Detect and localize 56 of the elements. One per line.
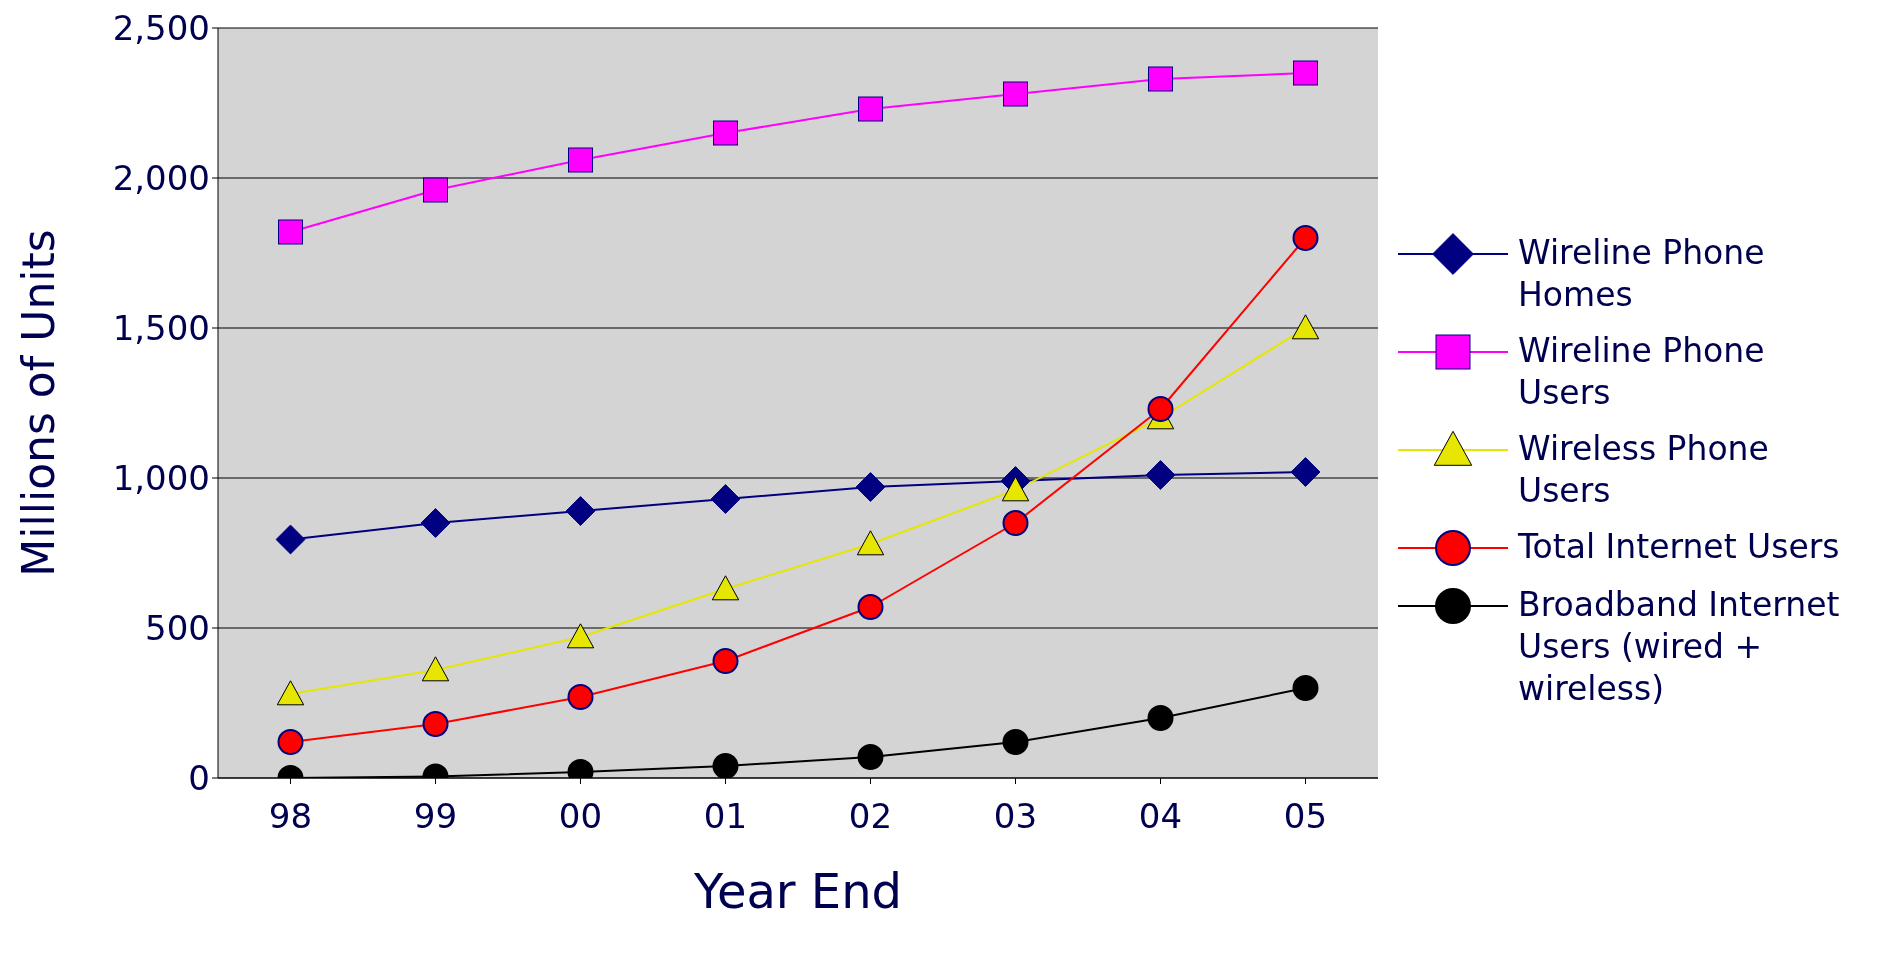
x-tick-label: 04 xyxy=(1138,796,1183,837)
legend-label: Wireline Phone Users xyxy=(1518,330,1766,414)
x-tick-label: 02 xyxy=(848,796,893,837)
point xyxy=(858,96,883,122)
y-tick-label: 0 xyxy=(188,758,210,799)
y-tick-label: 1,500 xyxy=(112,308,210,349)
point xyxy=(712,753,739,778)
point xyxy=(420,508,451,538)
point xyxy=(712,648,739,674)
x-axis-title: Year End xyxy=(692,863,903,919)
y-axis-title: Millions of Units xyxy=(12,229,64,577)
point xyxy=(1002,510,1029,536)
point xyxy=(1147,396,1174,422)
point xyxy=(1291,314,1320,340)
point xyxy=(421,656,450,682)
point xyxy=(1292,225,1319,251)
x-tick-label: 03 xyxy=(993,796,1038,837)
point xyxy=(567,684,594,710)
point xyxy=(1003,81,1028,107)
legend-label: Total Internet Users xyxy=(1518,526,1841,568)
point xyxy=(568,147,593,173)
point xyxy=(1290,457,1321,487)
point xyxy=(711,575,740,601)
point xyxy=(276,680,305,706)
point xyxy=(857,744,884,770)
point xyxy=(277,729,304,755)
point xyxy=(710,484,741,514)
x-tick-label: 00 xyxy=(558,796,603,837)
point xyxy=(275,524,306,555)
point xyxy=(566,623,595,649)
point xyxy=(856,530,885,556)
legend-label: Broadband Internet Users (wired + wireless) xyxy=(1518,584,1841,710)
point xyxy=(1147,705,1174,731)
point xyxy=(857,594,884,620)
point xyxy=(423,177,448,203)
y-tick-label: 1,000 xyxy=(112,458,210,499)
point xyxy=(855,472,886,502)
x-tick-label: 05 xyxy=(1283,796,1328,837)
point xyxy=(713,120,738,146)
point xyxy=(422,711,449,737)
point xyxy=(565,496,596,526)
point xyxy=(1145,460,1176,490)
x-tick-label: 98 xyxy=(268,796,313,837)
point xyxy=(1292,675,1319,701)
point xyxy=(1148,66,1173,92)
y-tick-label: 2,000 xyxy=(112,158,210,199)
y-tick-label: 500 xyxy=(145,608,210,649)
x-tick-label: 99 xyxy=(413,796,458,837)
legend-label: Wireless Phone Users xyxy=(1518,428,1770,512)
point xyxy=(1002,729,1029,755)
point xyxy=(1001,476,1030,502)
y-tick-label: 2,500 xyxy=(112,8,210,49)
x-tick-label: 01 xyxy=(703,796,748,837)
point xyxy=(278,219,303,245)
point xyxy=(1293,60,1318,86)
legend-label: Wireline Phone Homes xyxy=(1518,232,1766,316)
